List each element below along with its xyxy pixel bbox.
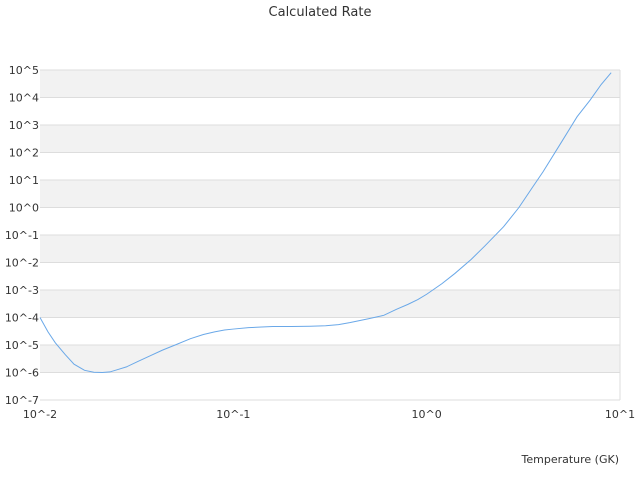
y-tick-labels: 10^5 10^4 10^3 10^2 10^1 10^0 10^-1 10^-2 10^-3 1… bbox=[5, 64, 39, 407]
grid-band bbox=[40, 180, 620, 208]
y-tick-label: 10^-7 bbox=[5, 394, 39, 407]
y-tick-label: 10^1 bbox=[9, 174, 39, 187]
x-tick-label: 10^-2 bbox=[23, 408, 57, 421]
grid-band bbox=[40, 235, 620, 263]
series-lines bbox=[39, 72, 612, 374]
grid-lines bbox=[40, 69, 621, 401]
y-tick-label: 10^2 bbox=[9, 147, 39, 160]
x-tick-labels: 10^-2 10^-1 10^0 10^1 bbox=[23, 408, 635, 421]
series-line bbox=[39, 72, 612, 374]
y-tick-label: 10^-5 bbox=[5, 339, 39, 352]
y-tick-label: 10^5 bbox=[9, 64, 39, 77]
y-tick-label: 10^4 bbox=[9, 92, 39, 105]
y-tick-label: 10^-3 bbox=[5, 284, 39, 297]
grid-band bbox=[40, 345, 620, 373]
grid-band bbox=[40, 125, 620, 153]
grid-band bbox=[40, 70, 620, 98]
y-tick-label: 10^0 bbox=[9, 202, 39, 215]
y-tick-label: 10^-2 bbox=[5, 257, 39, 270]
grid-bands bbox=[40, 70, 620, 373]
y-tick-label: 10^-4 bbox=[5, 312, 39, 325]
grid-band bbox=[40, 290, 620, 318]
x-tick-label: 10^0 bbox=[412, 408, 442, 421]
y-tick-label: 10^3 bbox=[9, 119, 39, 132]
y-tick-label: 10^-6 bbox=[5, 367, 39, 380]
chart-title: Calculated Rate bbox=[269, 5, 372, 20]
y-tick-label: 10^-1 bbox=[5, 229, 39, 242]
x-axis-label: Temperature (GK) bbox=[521, 453, 620, 466]
x-tick-label: 10^-1 bbox=[216, 408, 250, 421]
x-tick-label: 10^1 bbox=[605, 408, 635, 421]
